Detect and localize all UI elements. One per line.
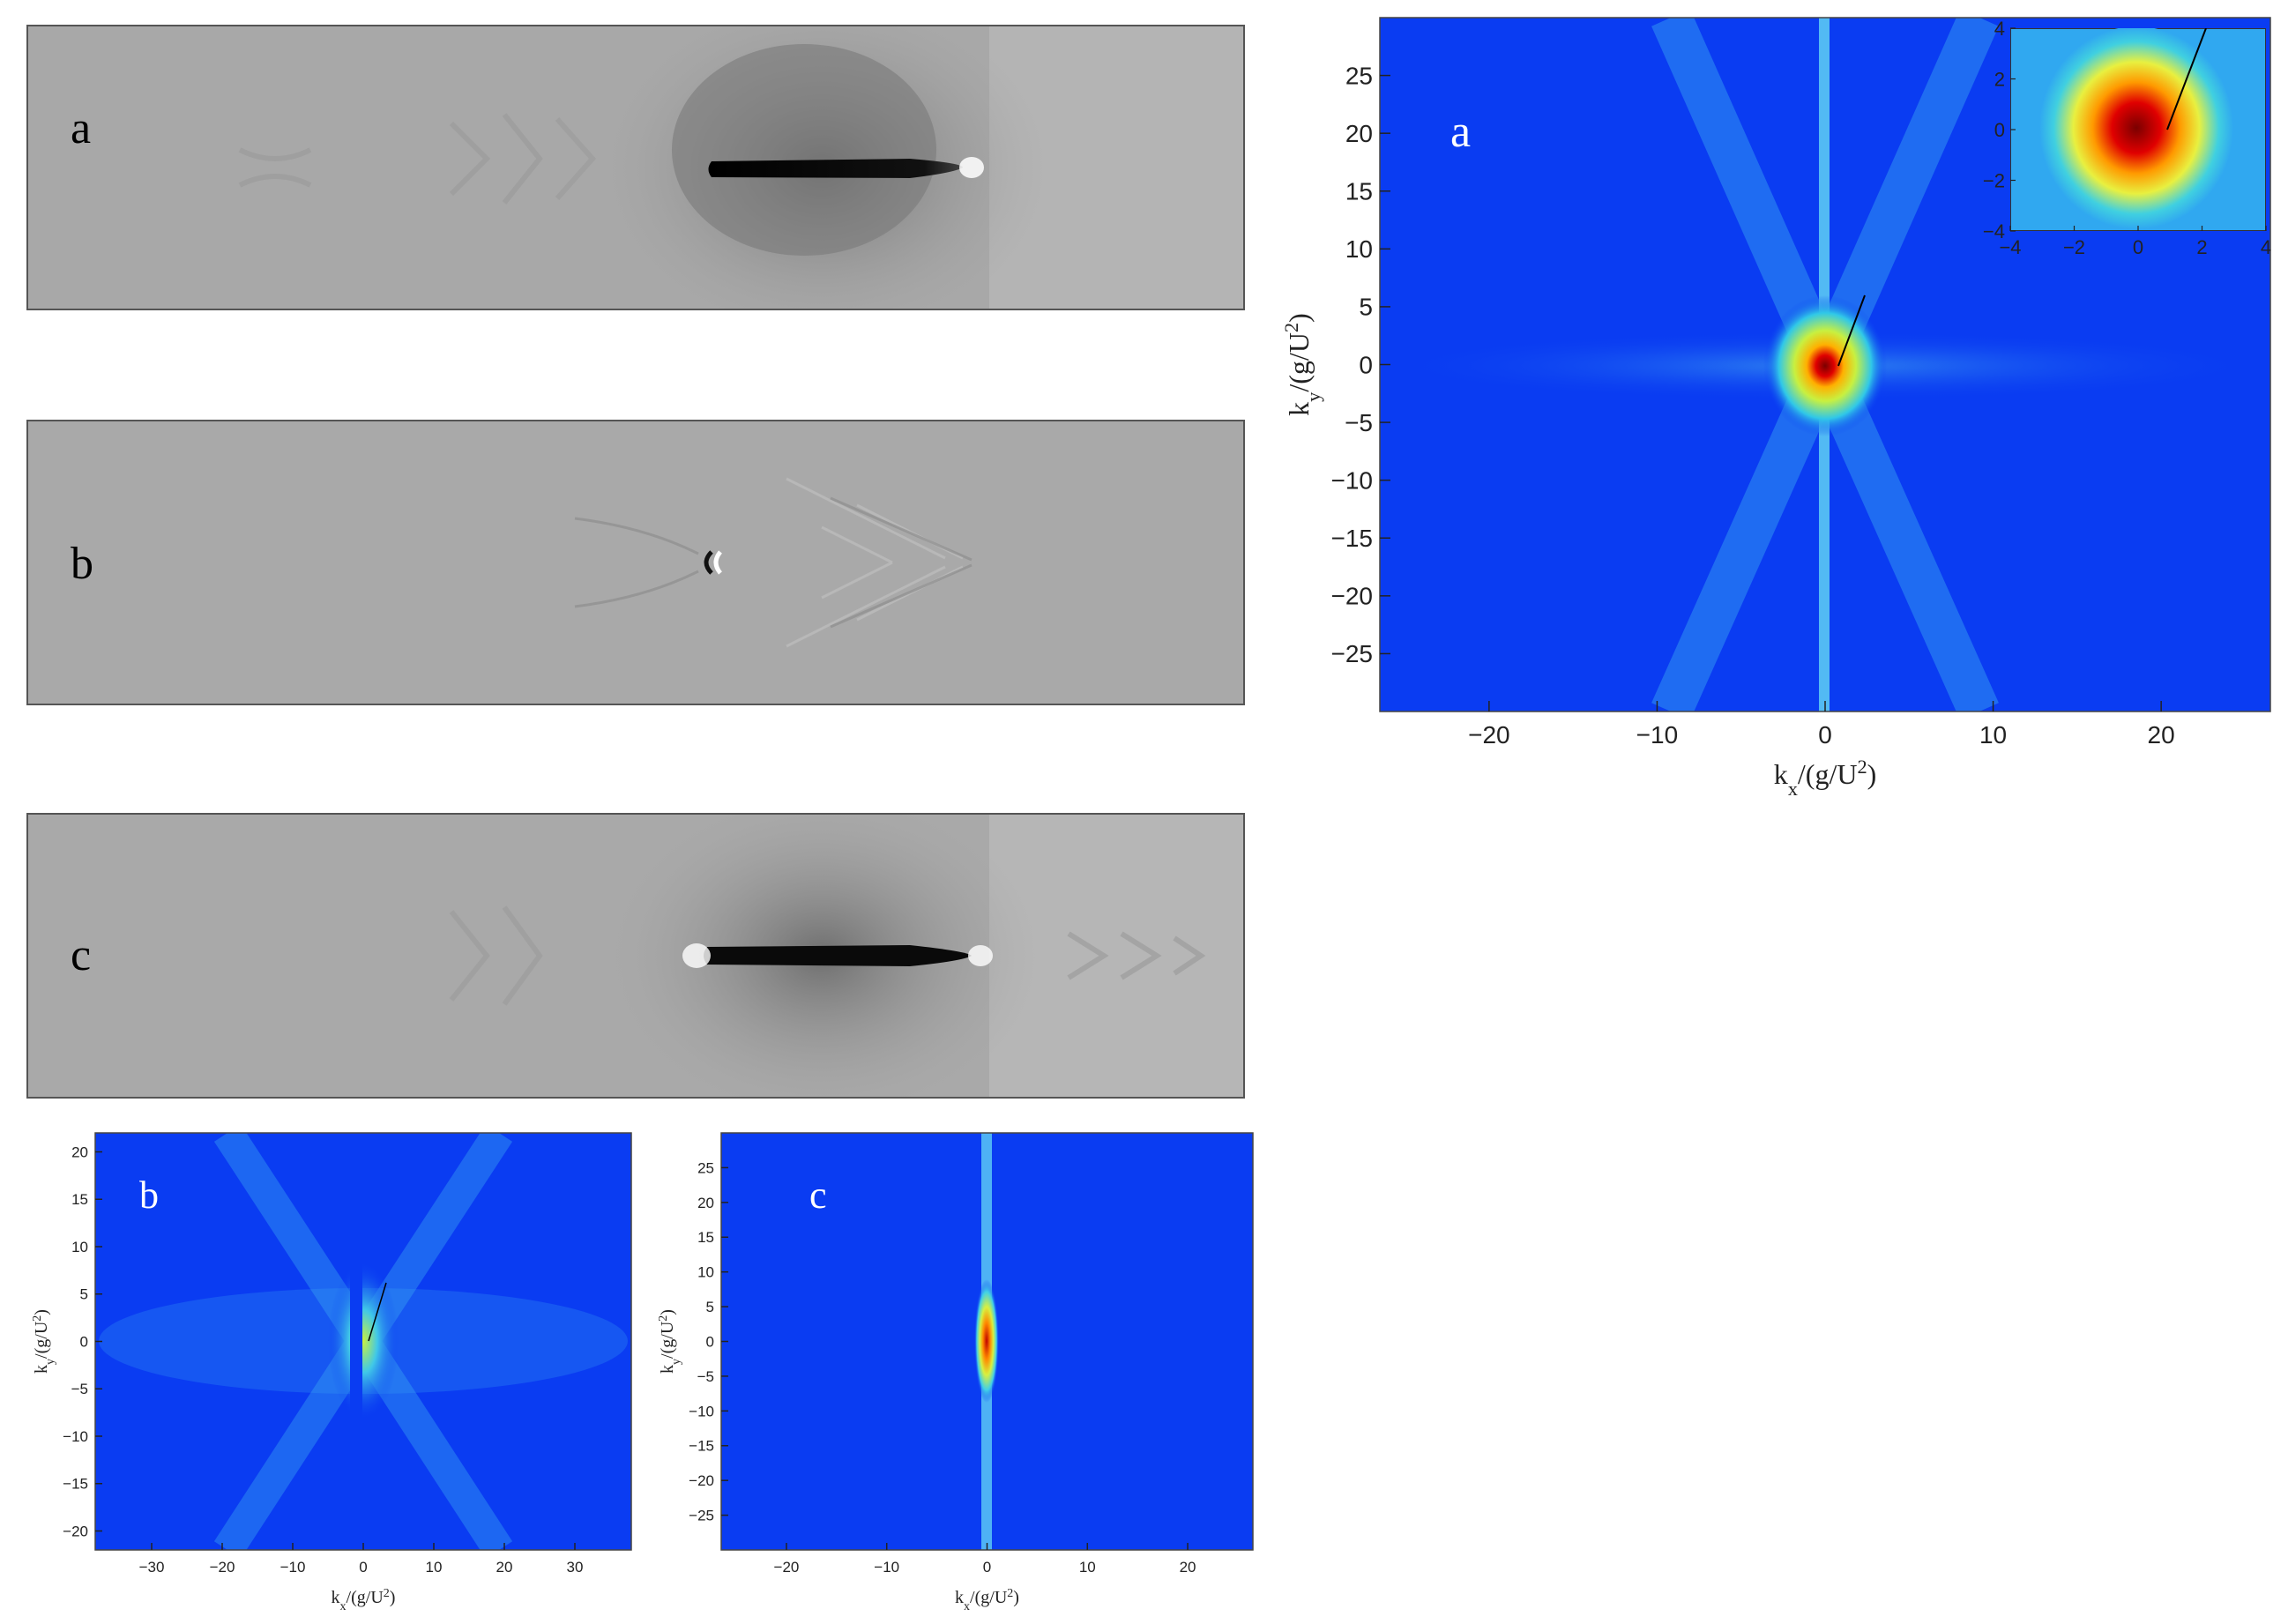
inset-a-ytick-label: −2 — [1983, 170, 2005, 192]
spectrum-c-ytick-label: 0 — [706, 1333, 714, 1350]
spectrum-a-ytick-label: 20 — [1345, 120, 1373, 147]
wave-field-image-b — [28, 421, 1243, 704]
wave-panel-a-label: a — [71, 103, 92, 153]
spectrum-c-ytick-label: 25 — [697, 1159, 714, 1176]
spectrum-a-ytick-label: −20 — [1331, 583, 1374, 610]
wave-field-panel-c: c — [26, 813, 1245, 1099]
spectrum-b-xtick-label: −20 — [210, 1559, 235, 1576]
spectrum-c-xtick-label: 10 — [1079, 1559, 1096, 1576]
spectrum-panel-b-label: b — [139, 1173, 159, 1217]
spectrum-c-ylabel: ky/(g/U2) — [657, 1309, 683, 1374]
wave-field-panel-b: b — [26, 420, 1245, 705]
wave-field-image-a — [28, 26, 1243, 309]
spectrum-b-xtick-label: −30 — [139, 1559, 165, 1576]
spectrum-a-ytick-label: −5 — [1345, 409, 1373, 436]
spectrum-b-xtick-label: 10 — [426, 1559, 443, 1576]
spectrum-a-ytick-label: 0 — [1359, 351, 1373, 378]
spectrum-b-xtick-label: −10 — [280, 1559, 306, 1576]
spectrum-a-ytick-label: 25 — [1345, 62, 1373, 89]
spectrum-a-frame — [1379, 17, 2271, 712]
wave-field-panel-a: a — [26, 25, 1245, 310]
spectrum-b-xlabel: kx/(g/U2) — [332, 1587, 396, 1613]
inset-a-ytick-label: 0 — [1994, 119, 2005, 141]
spectrum-inset-a — [2010, 28, 2266, 231]
spectrum-c-ytick-label: −20 — [689, 1472, 714, 1489]
spectrum-a-ytick-label: 10 — [1345, 235, 1373, 263]
spectrum-b-xtick-label: 0 — [359, 1559, 367, 1576]
spectrum-c-ytick-label: 20 — [697, 1195, 714, 1211]
spectrum-c-ytick-label: 15 — [697, 1229, 714, 1246]
spectrum-b-ytick-label: 0 — [80, 1333, 88, 1350]
inset-a-ytick-label: 4 — [1994, 18, 2005, 40]
spectrum-c-ytick-label: −5 — [697, 1368, 714, 1385]
spectrum-c-frame — [720, 1132, 1254, 1551]
inset-a-xtick-label: −4 — [1999, 236, 2021, 258]
spectrum-b-ytick-label: −15 — [63, 1476, 88, 1493]
wave-field-image-c — [28, 815, 1243, 1097]
inset-a-xtick-label: 4 — [2261, 236, 2271, 258]
spectrum-a-xlabel: kx/(g/U2) — [1774, 756, 1877, 800]
spectrum-b-ylabel: ky/(g/U2) — [31, 1309, 57, 1374]
spectrum-c-xtick-label: −20 — [774, 1559, 800, 1576]
spectrum-c-ytick-label: 10 — [697, 1264, 714, 1281]
spectrum-b-ytick-label: −20 — [63, 1523, 88, 1539]
spectrum-b-ytick-label: 20 — [71, 1144, 88, 1160]
spectrum-a-xtick-label: −10 — [1636, 721, 1679, 749]
spectrum-c-xtick-label: 20 — [1180, 1559, 1196, 1576]
spectrum-a-ytick-label: 5 — [1359, 294, 1373, 321]
spectrum-b-xtick-label: 30 — [567, 1559, 584, 1576]
spectrum-c-xlabel: kx/(g/U2) — [955, 1587, 1019, 1613]
spectrum-a-xtick-label: 10 — [1979, 721, 2007, 749]
spectrum-b-ytick-label: 5 — [80, 1286, 88, 1303]
spectrum-c-ytick-label: −15 — [689, 1438, 714, 1455]
spectrum-b-ytick-label: 10 — [71, 1239, 88, 1255]
spectrum-panel-c-label: c — [809, 1173, 827, 1217]
spectrum-b-ytick-label: −5 — [71, 1381, 88, 1397]
inset-a-xtick-label: 2 — [2196, 236, 2207, 258]
spectrum-c-ytick-label: −25 — [689, 1508, 714, 1524]
spectrum-b-frame — [94, 1132, 632, 1551]
spectrum-plot-a: a — [1380, 9, 2270, 720]
inset-a-xtick-label: −2 — [2063, 236, 2085, 258]
wave-panel-c-label: c — [71, 930, 92, 980]
spectrum-image-c — [721, 1133, 1253, 1550]
spectrum-c-xtick-label: −10 — [874, 1559, 899, 1576]
spectrum-plot-b: b — [95, 1124, 631, 1559]
spectrum-b-ytick-label: −10 — [63, 1428, 88, 1445]
spectrum-a-ytick-label: −10 — [1331, 466, 1374, 494]
spectrum-b-ytick-label: 15 — [71, 1191, 88, 1208]
wave-panel-b-label: b — [71, 539, 93, 589]
inset-a-xtick-label: 0 — [2133, 236, 2143, 258]
spectrum-b-xtick-label: 20 — [496, 1559, 513, 1576]
spectrum-c-xtick-label: 0 — [983, 1559, 991, 1576]
spectrum-plot-c: c — [721, 1133, 1253, 1550]
inset-a-ytick-label: −4 — [1983, 220, 2005, 242]
spectrum-panel-a-label: a — [1450, 107, 1472, 157]
spectrum-a-xtick-label: −20 — [1468, 721, 1510, 749]
spectrum-a-xtick-label: 20 — [2148, 721, 2175, 749]
spectrum-a-xtick-label: 0 — [1818, 721, 1832, 749]
spectrum-a-ylabel: ky/(g/U2) — [1279, 313, 1323, 416]
inset-a-ytick-label: 2 — [1994, 69, 2005, 91]
spectrum-a-ytick-label: −15 — [1331, 525, 1374, 552]
spectrum-c-ytick-label: 5 — [706, 1299, 714, 1315]
spectrum-image-b — [95, 1124, 631, 1559]
spectrum-c-ytick-label: −10 — [689, 1403, 714, 1419]
spectrum-a-ytick-label: 15 — [1345, 178, 1373, 205]
spectrum-a-ytick-label: −25 — [1331, 640, 1374, 667]
